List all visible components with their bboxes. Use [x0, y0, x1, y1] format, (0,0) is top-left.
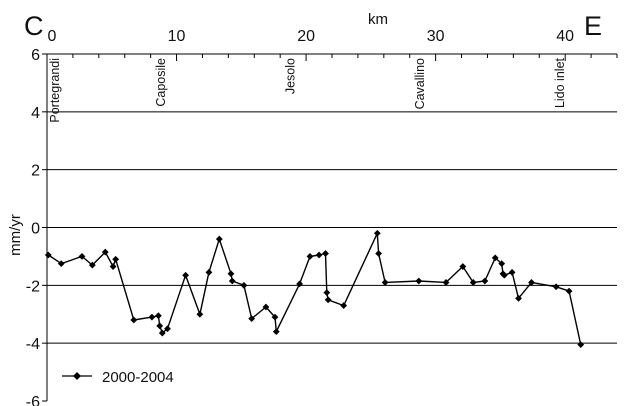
data-point [491, 254, 499, 262]
location-label-4: Lido inlet [553, 57, 567, 108]
data-point [228, 277, 236, 285]
data-point [156, 322, 164, 330]
data-point [240, 281, 248, 289]
data-point [322, 250, 329, 257]
data-point [215, 235, 223, 243]
legend-marker-2000-2004 [73, 372, 81, 380]
data-point [262, 303, 270, 311]
legend-label-2000-2004: 2000-2004 [102, 369, 174, 386]
data-point [196, 310, 204, 318]
data-point [272, 328, 280, 335]
data-point [565, 287, 573, 295]
y-axis-title: mm/yr [7, 214, 24, 256]
data-point [112, 255, 120, 263]
series-line-0 [47, 232, 582, 345]
data-point [44, 251, 52, 259]
end-label: E [584, 11, 602, 41]
x-axis-title: km [368, 11, 388, 28]
data-point [381, 279, 389, 286]
y-tick-label-2: 2 [31, 163, 40, 180]
data-point [442, 279, 450, 286]
y-tick-label-6: 6 [31, 47, 40, 64]
data-point [500, 271, 508, 279]
location-label-0: Portegrandi [48, 58, 62, 123]
data-point [508, 268, 516, 276]
data-point [205, 268, 213, 276]
axes: 0 10 20 30 40 -6 -4 -2 0 2 4 6 [26, 28, 618, 406]
data-point [78, 253, 86, 260]
data-point [324, 296, 332, 304]
data-point [296, 280, 304, 288]
data-point [227, 270, 235, 278]
data-point [373, 229, 381, 237]
data-point [164, 325, 171, 333]
y-tick-label-0: 0 [31, 221, 40, 238]
legend: 2000-2004 [62, 369, 174, 386]
start-label: C [24, 11, 44, 41]
data-point [315, 251, 323, 259]
x-tick-label-40: 40 [556, 28, 574, 45]
data-point [182, 271, 190, 279]
data-point [109, 263, 117, 270]
data-point [88, 261, 96, 269]
data-point [577, 341, 585, 349]
data-point [130, 316, 138, 324]
data-point [459, 263, 467, 270]
location-label-3: Cavallino [413, 58, 427, 109]
x-tick-label-10: 10 [168, 28, 186, 45]
data-point [57, 260, 65, 268]
data-point [498, 260, 506, 268]
data-point [323, 289, 331, 296]
horizontal-gridlines [47, 111, 617, 344]
y-tick-label-4: 4 [31, 105, 40, 122]
location-label-2: Jesolo [284, 58, 298, 94]
data-point [271, 313, 279, 321]
data-point [528, 279, 535, 286]
data-point [469, 279, 477, 286]
data-point [552, 283, 560, 291]
data-point [101, 248, 109, 256]
data-point [415, 277, 423, 285]
x-tick-label-0: 0 [48, 28, 57, 45]
x-tick-label-30: 30 [427, 28, 445, 45]
x-tick-label-20: 20 [297, 28, 315, 45]
data-point [306, 253, 314, 260]
data-point [148, 313, 156, 321]
data-point [375, 250, 383, 257]
location-label-1: Caposile [154, 58, 168, 107]
y-tick-label--4: -4 [26, 336, 40, 353]
data-point [481, 277, 489, 285]
y-tick-label--6: -6 [26, 394, 40, 406]
location-labels: Portegrandi Caposile Jesolo Cavallino Lido i… [48, 57, 567, 122]
y-tick-label--2: -2 [26, 278, 40, 295]
data-point [340, 302, 348, 309]
data-point [158, 329, 166, 337]
data-point [155, 312, 162, 320]
data-series [44, 229, 585, 349]
data-point [248, 315, 256, 322]
data-point [515, 294, 522, 302]
